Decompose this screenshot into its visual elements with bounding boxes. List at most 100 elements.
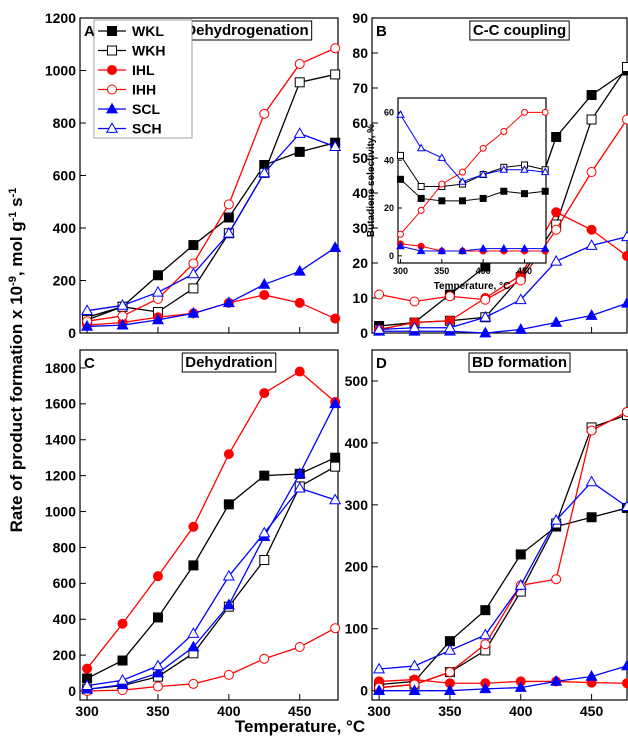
marker [396,110,405,118]
panel-label: B [376,23,387,40]
y-tick-label: 1200 [45,468,76,484]
marker [480,639,491,650]
marker [223,199,234,210]
marker [116,318,129,330]
marker [500,127,508,135]
series-line [379,236,628,331]
marker [188,283,199,294]
marker [330,452,341,463]
y-label-sup: -1 [7,188,19,198]
series-line [86,487,336,687]
marker [515,549,526,560]
marker [258,278,271,289]
marker [117,618,128,629]
y-tick-label: 20 [384,203,394,213]
marker [437,246,447,255]
marker [373,323,386,334]
y-tick-label: 70 [352,80,368,96]
series-line [400,111,546,235]
marker [416,143,426,152]
marker [458,197,466,205]
marker [396,241,405,250]
marker [479,682,492,694]
marker [444,291,455,302]
marker [622,678,628,689]
marker [520,165,529,173]
marker [620,659,628,671]
y-axis-label: Rate of product formation x 10-9, mol g-… [7,188,26,533]
legend-label: IHL [132,62,155,78]
series-line [379,665,628,692]
marker [437,153,447,161]
y-tick-label: 1000 [45,62,76,78]
marker [105,102,119,114]
y-tick-label: 20 [352,255,368,271]
marker [416,246,426,255]
legend-label: IHH [132,82,156,98]
marker [81,304,94,316]
marker [152,612,163,623]
marker [586,114,597,125]
legend-label: WKH [132,43,165,59]
legend-label: SCH [132,121,162,137]
marker [330,69,341,80]
marker [152,681,163,692]
marker [499,244,509,252]
panel-label: C [84,355,95,372]
inset-y-label: Butadiene selectivity, % [366,124,377,237]
marker [330,461,341,472]
marker [258,166,271,178]
marker [187,306,200,318]
marker [330,313,341,324]
marker [329,397,342,409]
y-tick-label: 600 [53,167,77,183]
y-tick-label: 500 [345,373,369,389]
marker [514,681,527,692]
y-tick-label: 200 [53,647,77,663]
marker [520,244,529,252]
marker [188,560,199,571]
series-line [87,627,336,692]
marker [151,285,164,297]
marker [585,475,598,487]
marker [478,244,488,252]
y-tick-label: 800 [53,539,77,555]
y-tick-label: 1400 [45,432,76,448]
panel-title: Dehydrogenation [185,22,308,39]
y-tick-label: 0 [360,325,368,341]
marker [223,449,234,460]
marker [107,84,117,95]
y-label-part: , mol g [7,221,26,276]
marker [294,58,305,69]
y-tick-label: 1600 [45,396,76,412]
legend-label: SCL [132,101,160,117]
marker [223,212,234,223]
y-tick-label: 0 [68,325,76,341]
marker [586,167,597,177]
marker [514,323,527,334]
marker [444,667,455,678]
marker [515,275,526,286]
series-line [86,457,336,680]
series-line [86,142,336,318]
marker [586,90,597,100]
marker [293,467,306,479]
marker [222,598,235,610]
marker [585,670,598,681]
inset-x-label: Temperature, °C [434,281,511,292]
marker [259,470,270,481]
y-tick-label: 400 [345,435,369,451]
marker [396,175,404,183]
marker [330,43,341,54]
marker [188,240,199,251]
y-tick-label: 0 [389,251,394,261]
y-label-sup: -1 [7,212,19,222]
marker [293,127,306,138]
marker [514,578,527,590]
series-line [379,678,628,684]
marker [540,167,550,176]
marker [514,293,527,305]
plot-area [79,349,339,701]
marker [521,190,529,198]
